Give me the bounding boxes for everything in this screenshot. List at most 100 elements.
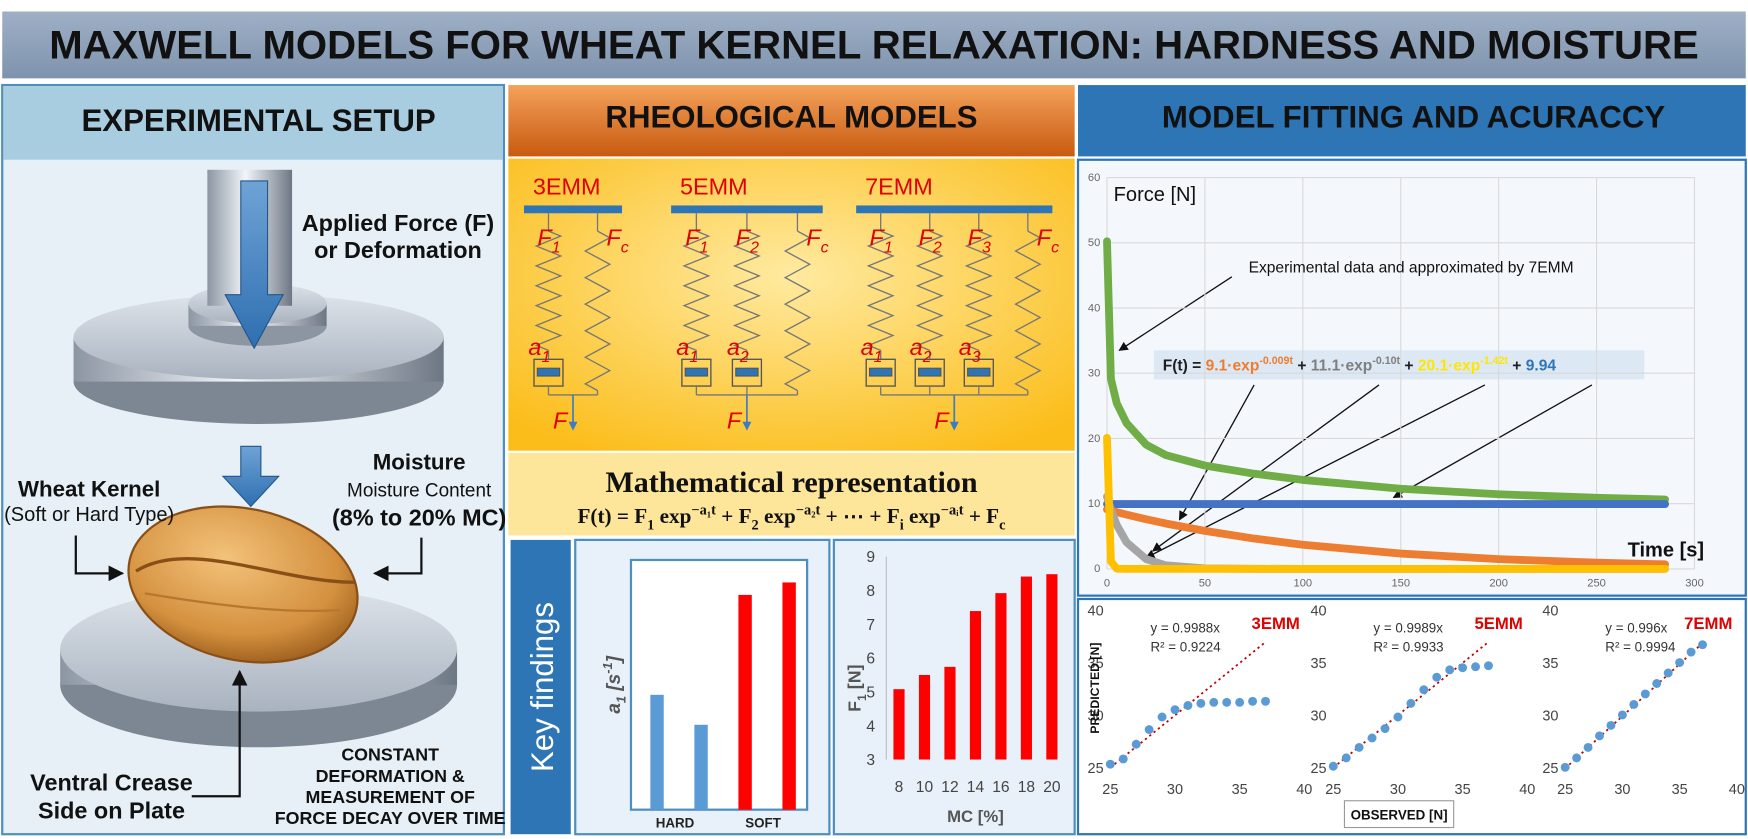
data-point — [1248, 696, 1258, 706]
x-tick-label: 40 — [1296, 782, 1312, 798]
data-point — [1406, 698, 1416, 708]
data-point — [1617, 710, 1627, 720]
bar — [694, 724, 708, 810]
text-run: 3 — [972, 349, 981, 366]
x-tick-label: 40 — [1729, 782, 1745, 798]
text-run: −a₁t — [691, 502, 716, 518]
text-run: 1 — [689, 349, 698, 366]
y-tick-label: 30 — [1310, 708, 1326, 724]
x-tick-label: 16 — [992, 779, 1009, 796]
text-run: + — [1400, 357, 1418, 374]
damper-piston — [868, 367, 893, 377]
x-tick-label: 300 — [1685, 578, 1704, 590]
x-tick-label: 35 — [1672, 782, 1688, 798]
crease-label: Side on Plate — [38, 798, 185, 824]
text-run: 9.94 — [1526, 357, 1557, 374]
text-run: 2 — [932, 240, 942, 257]
findings-label: Key findings — [525, 602, 560, 772]
text-run: 1 — [541, 349, 550, 366]
text-run: F(t) = — [1163, 357, 1206, 374]
damper-piston — [918, 367, 942, 377]
models-header — [508, 85, 1075, 157]
text-run: 1 — [552, 240, 561, 257]
text-run: F — [736, 225, 752, 251]
model-name: 5EMM — [680, 173, 748, 199]
token-text: a1 — [676, 334, 698, 366]
method-label: FORCE DECAY OVER TIME — [275, 808, 506, 828]
data-point — [1209, 697, 1219, 707]
data-point — [1652, 679, 1662, 688]
text-run: F — [1037, 225, 1053, 251]
text-run: 1 — [647, 518, 654, 534]
spring — [732, 230, 761, 352]
x-tick-label: 250 — [1587, 578, 1606, 590]
x-tick-label: 20 — [1043, 779, 1061, 796]
data-point — [1354, 742, 1364, 752]
text-run: + — [1508, 357, 1526, 374]
text-run: 2 — [739, 349, 749, 366]
text-run: 2 — [752, 518, 759, 534]
text-run: -0.009t — [1259, 355, 1293, 367]
setup-heading: EXPERIMENTAL SETUP — [81, 103, 435, 138]
fit-r2: R² = 0.9994 — [1605, 639, 1676, 654]
bar — [650, 694, 664, 810]
spring — [583, 230, 612, 392]
text-run: 1 — [855, 694, 869, 701]
spring — [915, 230, 944, 352]
data-point — [1393, 712, 1403, 722]
findings-label-box — [510, 539, 571, 835]
token-text: a2 — [910, 334, 932, 366]
output-label: F — [553, 407, 569, 433]
data-point — [1640, 689, 1650, 699]
data-point — [1118, 754, 1128, 764]
text-run: [N] — [845, 664, 865, 694]
data-point — [1595, 731, 1604, 741]
y-tick-label: 35 — [1542, 656, 1558, 672]
y-tick-label: 9 — [866, 549, 875, 566]
data-point — [1367, 733, 1377, 743]
data-point — [1196, 698, 1206, 708]
data-point — [1183, 701, 1193, 710]
fit-r2: R² = 0.9224 — [1150, 639, 1221, 654]
y-tick-label: 4 — [866, 718, 875, 735]
text-run: a — [959, 334, 972, 360]
data-point — [1131, 739, 1141, 749]
text-run: c — [821, 240, 829, 257]
text-run: F(t) = F — [577, 504, 647, 528]
x-axis-label: Time [s] — [1628, 540, 1705, 562]
output-label: F — [934, 407, 950, 433]
kernel-label: Wheat Kernel — [18, 476, 160, 501]
spring — [1014, 230, 1042, 392]
data-point — [1105, 759, 1115, 769]
data-point — [1380, 724, 1390, 734]
text-run: exp — [904, 504, 941, 528]
annotation: Experimental data and approximated by 7E… — [1249, 259, 1574, 276]
y-tick-label: 40 — [1088, 302, 1100, 314]
y-tick-label: 30 — [1088, 708, 1104, 724]
data-point — [1572, 753, 1582, 763]
equation-box — [1153, 350, 1645, 380]
data-point — [1419, 685, 1429, 695]
model-bar — [671, 205, 823, 214]
token-text: a1 — [528, 334, 550, 366]
x-tick-label: 50 — [1199, 578, 1211, 590]
token-text: a1 — [861, 334, 883, 366]
token-text: F1 [N] — [845, 664, 869, 711]
x-tick-label: 35 — [1455, 782, 1471, 798]
token-text: F2 — [919, 225, 942, 257]
token-text: a2 — [727, 334, 749, 366]
data-point — [1629, 699, 1639, 709]
token-text: F3 — [968, 225, 991, 257]
x-tick-label: 40 — [1519, 782, 1535, 798]
equation: F(t) = F1 exp−a₁t + F2 exp−a₂t + ⋯ + Fi … — [577, 502, 1006, 533]
y-tick-label: 35 — [1310, 656, 1326, 672]
damper-piston — [967, 367, 991, 377]
y-tick-label: 30 — [1542, 708, 1558, 724]
x-tick-label: 200 — [1489, 578, 1508, 590]
token-text: a3 — [959, 334, 981, 366]
x-tick-label: SOFT — [745, 816, 781, 831]
x-tick-label: 25 — [1102, 782, 1118, 798]
moisture-label: Moisture Content — [347, 480, 492, 501]
bar — [1046, 574, 1058, 760]
